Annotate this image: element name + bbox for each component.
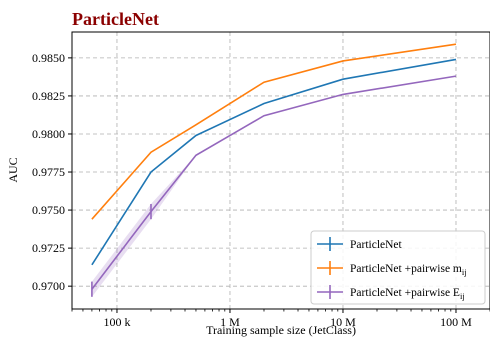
y-tick-label: 0.9825	[32, 89, 65, 103]
legend-label: ParticleNet +pairwise Eij	[350, 287, 465, 301]
y-tick-label: 0.9850	[32, 51, 65, 65]
legend: ParticleNet ParticleNet +pairwise mij Part…	[310, 230, 486, 305]
x-tick-label: 100 k	[103, 315, 130, 329]
plot-frame	[71, 31, 490, 310]
legend-label: ParticleNet +pairwise mij	[350, 263, 467, 277]
y-tick-label: 0.9700	[32, 279, 65, 293]
axis-ticks: 100 k 1 M 10 M 100 M 0.9700 0.9725 0.9750 0.977…	[32, 51, 490, 329]
chart-title: ParticleNet	[72, 9, 159, 29]
series-line-0	[91, 58, 457, 266]
y-axis-label: AUC	[6, 157, 20, 182]
x-tick-label: 100 M	[440, 315, 472, 329]
y-tick-label: 0.9725	[32, 241, 65, 255]
y-tick-label: 0.9800	[32, 127, 65, 141]
series-line-1	[91, 43, 457, 220]
x-tick-label: 10 M	[330, 315, 356, 329]
legend-label: ParticleNet	[350, 239, 403, 251]
x-axis-label: Training sample size (JetClass)	[206, 323, 356, 337]
series-line-2	[91, 75, 457, 290]
y-tick-label: 0.9750	[32, 203, 65, 217]
series-lines	[91, 43, 457, 297]
x-tick-label: 1 M	[220, 315, 240, 329]
y-tick-label: 0.9775	[32, 165, 65, 179]
legend-box	[310, 230, 486, 305]
